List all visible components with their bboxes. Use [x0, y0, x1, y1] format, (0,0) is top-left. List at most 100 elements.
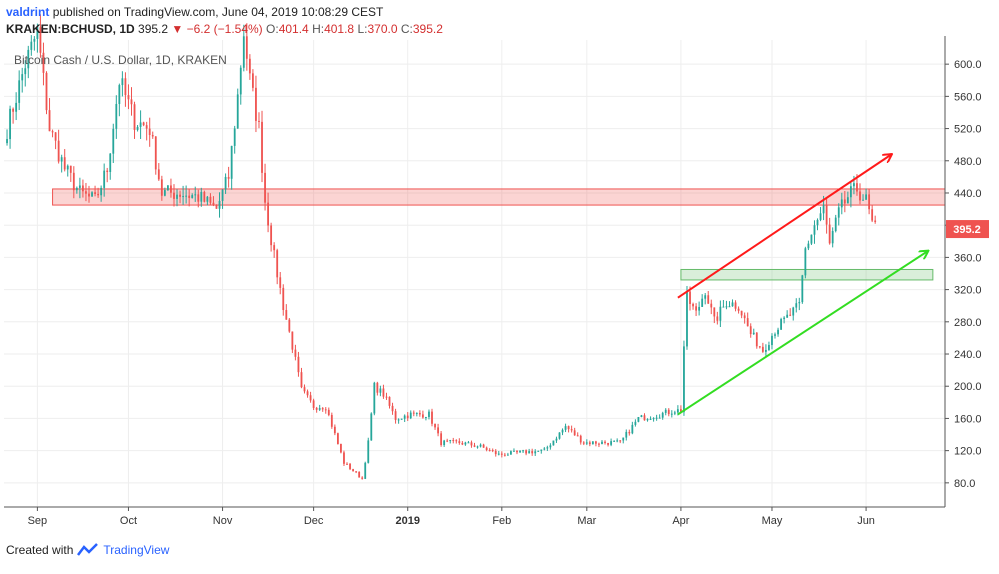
symbol-line: KRAKEN:BCHUSD, 1D 395.2 ▼ −6.2 (−1.54%) … [6, 22, 443, 36]
publish-info: published on TradingView.com, June 04, 2… [52, 5, 384, 19]
candle-body [75, 187, 78, 191]
candle-body [455, 440, 458, 442]
candle-body [51, 131, 54, 133]
x-tick-label: Jun [857, 515, 875, 527]
candle-body [188, 195, 191, 198]
candle-body [230, 145, 233, 179]
candle-body [449, 440, 452, 442]
candle-body [215, 204, 218, 209]
candle-body [239, 67, 242, 95]
candle-body [200, 191, 203, 202]
candle-body [661, 412, 664, 418]
x-tick-label: Sep [28, 515, 48, 527]
candle-body [173, 192, 175, 199]
candle-body [264, 172, 266, 203]
candle-body [42, 52, 45, 73]
current-price-label: 395.2 [953, 224, 981, 236]
candle-body [194, 194, 197, 196]
tradingview-brand-link[interactable]: TradingView [103, 543, 170, 557]
candle-body [255, 87, 257, 121]
candle-body [792, 307, 795, 316]
candle-body [698, 306, 701, 311]
candle-body [309, 395, 312, 401]
candle-body [106, 170, 109, 173]
price-change: −6.2 (−1.54%) [186, 22, 263, 36]
candle-body [598, 443, 600, 445]
candle-body [467, 442, 470, 444]
candle-body [458, 441, 461, 444]
candle-body [573, 430, 576, 436]
candle-body [112, 128, 115, 154]
candle-body [540, 449, 543, 451]
candle-body [428, 411, 430, 417]
candle-body [680, 409, 682, 413]
candle-body [261, 121, 263, 173]
candle-body [400, 418, 403, 420]
candle-body [734, 302, 737, 309]
candle-body [176, 194, 178, 199]
candle-body [804, 248, 807, 276]
chart-grid [4, 40, 945, 507]
candle-body [409, 412, 412, 419]
candle-body [124, 78, 127, 96]
low-value: 370.0 [367, 22, 398, 36]
symbol-name: KRAKEN:BCHUSD, 1D [6, 22, 135, 36]
candle-body [740, 310, 743, 316]
y-tick-label: 240.0 [954, 349, 982, 361]
candle-body [549, 445, 552, 448]
candle-body [285, 310, 288, 320]
candle-body [33, 38, 36, 42]
candle-body [637, 416, 640, 422]
candle-body [218, 200, 221, 209]
candle-body [12, 108, 15, 112]
candle-body [837, 207, 840, 218]
candle-body [552, 440, 555, 446]
chart-axes: 80.0 120.0 160.0 200.0 240.0 280.0 320.0 360.0 4… [4, 36, 989, 527]
high-value: 401.8 [324, 22, 355, 36]
candle-body [421, 414, 424, 418]
y-tick-label: 480.0 [954, 156, 982, 168]
candle-body [394, 411, 397, 420]
candle-body [825, 205, 828, 225]
candle-body [534, 451, 537, 454]
candle-body [871, 209, 874, 221]
candle-body [537, 450, 540, 452]
candle-body [731, 302, 734, 307]
y-tick-label: 440.0 [954, 188, 982, 200]
candle-body [807, 243, 810, 249]
candle-body [516, 450, 518, 453]
candle-body [591, 441, 594, 445]
candle-body [85, 191, 87, 194]
candle-body [470, 442, 473, 446]
candle-body [497, 453, 500, 455]
candle-body [494, 450, 497, 455]
author-link[interactable]: valdrint [6, 5, 50, 19]
candle-body [355, 471, 358, 473]
candle-body [425, 416, 427, 418]
x-tick-label: 2019 [395, 515, 419, 527]
candle-body [783, 317, 786, 320]
candle-body [182, 196, 185, 198]
candle-body [710, 303, 713, 308]
candle-body [789, 314, 792, 316]
candle-body [376, 382, 379, 393]
candle-body [810, 234, 813, 244]
y-tick-label: 160.0 [954, 413, 982, 425]
close-label: C: [400, 22, 413, 36]
candle-body [224, 176, 227, 190]
candle-body [513, 450, 515, 452]
tradingview-logo-icon [77, 543, 99, 556]
candle-body [719, 306, 722, 321]
candle-body [595, 441, 597, 444]
candle-body [273, 245, 276, 251]
candle-body [127, 95, 130, 100]
candle-body [707, 295, 710, 304]
candle-body [631, 424, 634, 434]
candle-body [385, 396, 388, 398]
candle-body [276, 250, 279, 278]
x-tick-label: Nov [213, 515, 233, 527]
candle-body [294, 349, 297, 357]
candle-body [728, 306, 731, 308]
candle-body [479, 444, 482, 447]
candle-body [431, 411, 433, 424]
